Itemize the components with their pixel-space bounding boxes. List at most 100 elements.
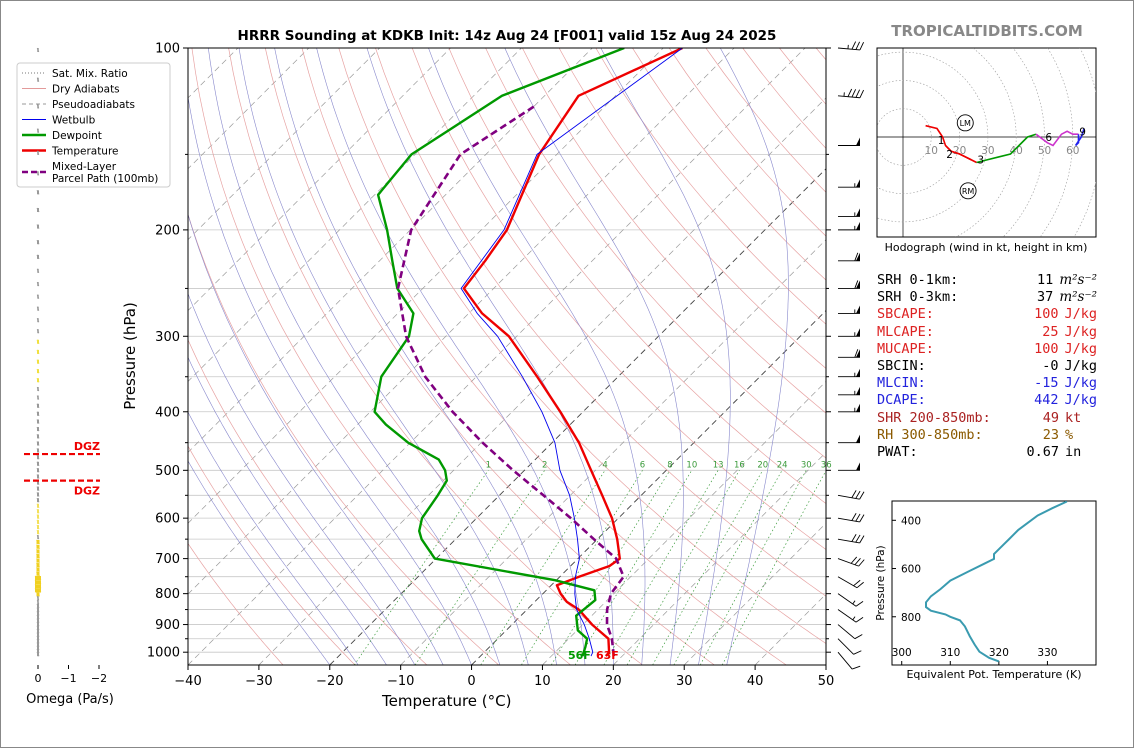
stat-unit: J/kg (1064, 323, 1097, 340)
hodograph-ring (1039, 48, 1074, 237)
theta-e-x-label: Equivalent Pot. Temperature (K) (906, 668, 1081, 681)
dry-adiabat (188, 445, 356, 665)
hodograph-height-label: 6 (1045, 132, 1052, 144)
omega-value-bar (36, 571, 40, 576)
wind-barb (838, 221, 860, 231)
pressure-axis: 100 200 300 400 500 600 700 800 900 1000 (147, 42, 831, 661)
wind-barb (837, 593, 864, 607)
dgz-label: DGZ (74, 485, 100, 498)
mixing-ratio-label: 16 (734, 460, 745, 470)
hodograph-ring-label: 60 (1066, 145, 1079, 157)
moist-adiabat (188, 411, 359, 665)
omega-value-bar (37, 625, 39, 630)
omega-value-bar (37, 224, 39, 229)
hodograph-rm-marker (959, 182, 977, 200)
omega-value-bar (37, 411, 39, 416)
stat-value: 25 (1042, 323, 1059, 340)
theta-e-frame (891, 500, 1097, 666)
stat-unit: m²s⁻² (1059, 272, 1097, 288)
omega-value-bar (37, 190, 39, 195)
theta-x-tick-label: 330 (1037, 647, 1057, 659)
wind-barb-full (851, 534, 857, 542)
wind-barb-full (854, 634, 863, 640)
wind-barb-full (851, 490, 857, 498)
hodograph-ring (877, 51, 989, 223)
stat-value: 0.67 (1026, 444, 1059, 461)
stat-name: SRH 0-1km: (877, 272, 959, 288)
wind-barb (837, 534, 865, 544)
wind-barb-staff (837, 609, 857, 623)
omega-value-bar (35, 580, 41, 585)
wind-barb-full (854, 557, 861, 566)
wind-barb (838, 252, 860, 262)
stat-row: SRH 0-1km: 11 m²s⁻² (877, 272, 1097, 289)
mixing-ratio-label: 20 (757, 460, 768, 470)
omega-value-bar (37, 240, 39, 245)
omega-tick-label: −2 (91, 672, 107, 685)
theta-x-tick-label: 300 (892, 647, 912, 659)
omega-value-bar (37, 448, 39, 453)
wind-barb-full (854, 280, 859, 289)
legend-label-line: Pseudoadiabats (52, 99, 135, 111)
x-tick-label: −10 (387, 674, 414, 689)
wind-barb-flag (856, 208, 860, 217)
omega-value-bar (36, 539, 40, 544)
x-tick-label: 0 (467, 674, 475, 689)
wind-barb (837, 88, 865, 99)
theta-e-series-group (925, 501, 1068, 663)
stat-value: 442 (1034, 392, 1059, 409)
chart-title: HRRR Sounding at KDKB Init: 14z Aug 24 [… (238, 28, 777, 44)
stat-unit: J/kg (1064, 375, 1097, 392)
omega-axis-label: Omega (Pa/s) (26, 692, 114, 707)
omega-value-bar (37, 468, 39, 473)
omega-tick-label: −1 (60, 672, 76, 685)
stat-unit: J/kg (1064, 340, 1097, 357)
dry-adiabat (595, 48, 826, 325)
omega-value-bar (35, 588, 41, 593)
moist-adiabat (600, 48, 731, 665)
hodograph-height-label: 1 (938, 135, 945, 147)
y-tick-label: 700 (155, 552, 180, 567)
omega-value-bar (37, 387, 39, 392)
wind-barb-flag (856, 280, 860, 289)
mixing-ratio-line (414, 470, 545, 665)
stats-table: SRH 0-1km: 11 m²s⁻² SRH 0-3km: 37 m²s⁻² SBCAPE… (877, 272, 1097, 461)
moist-adiabat (366, 48, 614, 665)
wind-barb-flag (856, 179, 860, 188)
wind-barb (837, 638, 862, 655)
x-axis-label: Temperature (°C) (381, 692, 511, 710)
legend-label: Temperature (51, 146, 119, 158)
wind-barb-flag (856, 221, 860, 230)
omega-value-bar (37, 339, 39, 344)
stat-row: SBCIN: -0 J/kg (877, 358, 1097, 375)
legend-label-line: Mixed-Layer (52, 161, 117, 173)
x-tick-label: 20 (605, 674, 622, 689)
stat-unit: % (1065, 426, 1074, 443)
omega-value-bar (36, 549, 40, 554)
mixing-ratio-line (673, 470, 783, 665)
wind-barb (837, 624, 863, 640)
omega-value-bar (37, 596, 39, 601)
hodograph-ring-label: 20 (953, 145, 966, 157)
stat-value: -0 (1042, 358, 1059, 375)
moist-adiabat (428, 48, 646, 665)
theta-y-tick-label: 600 (901, 564, 921, 576)
wind-barb-full (859, 42, 865, 51)
dry-adiabat (522, 48, 826, 414)
mixing-ratio-line (574, 470, 693, 665)
stat-row: PWAT: 0.67 in (877, 444, 1097, 461)
wind-barb-full (859, 491, 865, 500)
legend-label: Pseudoadiabats (52, 99, 135, 111)
wind-barb-flag (856, 252, 860, 261)
wind-barb-flag (856, 305, 860, 314)
hodograph-ring-label: 10 (925, 145, 938, 157)
isotherm (471, 309, 826, 665)
wind-barbs (837, 41, 865, 670)
y-tick-label: 200 (155, 223, 180, 238)
mixing-ratio-line (652, 470, 764, 665)
wind-barb (838, 368, 860, 378)
omega-value-bar (37, 652, 39, 657)
stat-row: SHR 200-850mb: 49 kt (877, 410, 1097, 427)
stat-row: MUCAPE: 100 J/kg (877, 341, 1097, 358)
